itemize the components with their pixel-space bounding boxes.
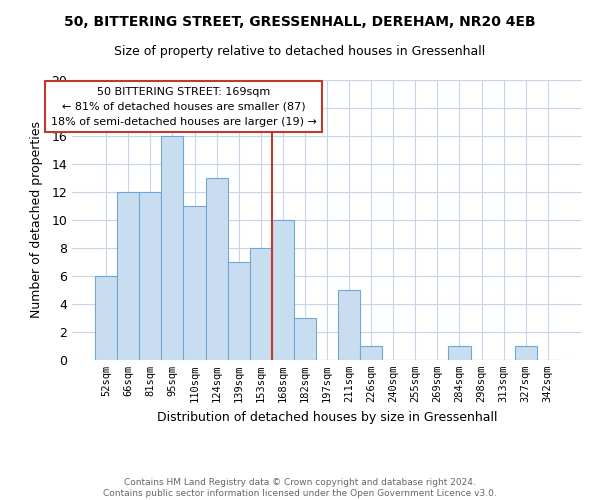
Bar	[338, 290, 360, 360]
Y-axis label: Number of detached properties: Number of detached properties	[30, 122, 43, 318]
Bar	[360, 346, 382, 360]
Bar	[294, 318, 316, 360]
Bar	[448, 346, 470, 360]
Bar	[206, 178, 227, 360]
Bar	[227, 262, 250, 360]
Bar	[95, 276, 117, 360]
Text: 50, BITTERING STREET, GRESSENHALL, DEREHAM, NR20 4EB: 50, BITTERING STREET, GRESSENHALL, DEREH…	[64, 15, 536, 29]
Bar	[515, 346, 537, 360]
Text: 50 BITTERING STREET: 169sqm
← 81% of detached houses are smaller (87)
18% of sem: 50 BITTERING STREET: 169sqm ← 81% of det…	[50, 87, 316, 126]
Text: Contains HM Land Registry data © Crown copyright and database right 2024.
Contai: Contains HM Land Registry data © Crown c…	[103, 478, 497, 498]
Bar	[117, 192, 139, 360]
Bar	[139, 192, 161, 360]
Bar	[272, 220, 294, 360]
X-axis label: Distribution of detached houses by size in Gressenhall: Distribution of detached houses by size …	[157, 410, 497, 424]
Text: Size of property relative to detached houses in Gressenhall: Size of property relative to detached ho…	[115, 45, 485, 58]
Bar	[161, 136, 184, 360]
Bar	[184, 206, 206, 360]
Bar	[250, 248, 272, 360]
